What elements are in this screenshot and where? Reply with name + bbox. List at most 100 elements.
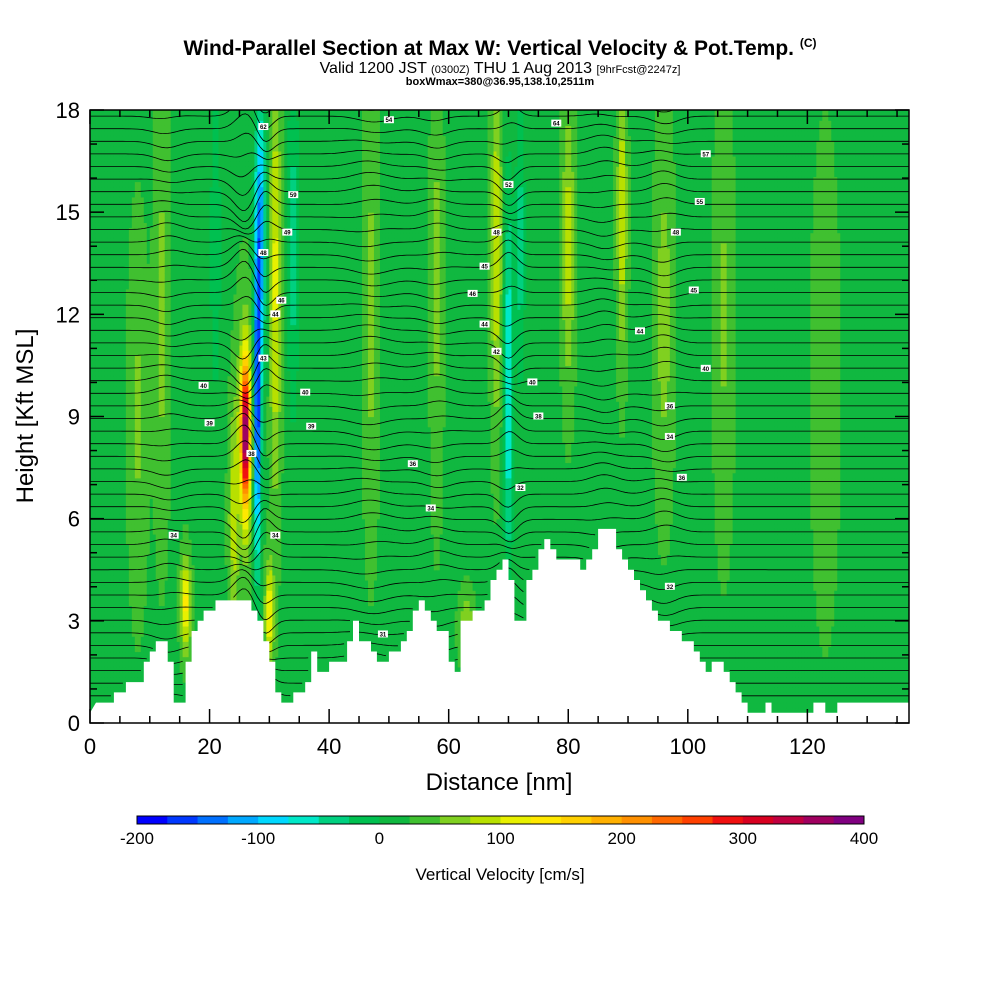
velocity-cell [128, 237, 133, 244]
velocity-cell [143, 125, 148, 132]
velocity-cell [164, 549, 169, 556]
velocity-cell [110, 462, 115, 469]
velocity-cell [134, 191, 139, 198]
velocity-cell [146, 462, 151, 469]
velocity-cell [173, 436, 178, 443]
velocity-cell [149, 518, 154, 525]
velocity-cell [92, 110, 97, 116]
velocity-cell [155, 232, 160, 239]
velocity-cell [143, 513, 148, 520]
velocity-cell [90, 421, 94, 428]
velocity-cell [122, 671, 127, 678]
velocity-cell [170, 477, 175, 484]
velocity-cell [90, 671, 94, 678]
velocity-cell [173, 380, 178, 387]
velocity-cell [128, 283, 133, 290]
velocity-cell [149, 120, 154, 126]
velocity-cell [134, 533, 139, 540]
velocity-cell [164, 585, 169, 591]
velocity-cell [167, 385, 172, 392]
velocity-cell [104, 319, 109, 326]
velocity-cell [92, 697, 97, 704]
velocity-cell [125, 539, 130, 545]
velocity-cell [113, 329, 118, 336]
velocity-cell [137, 508, 142, 515]
velocity-cell [107, 355, 112, 361]
velocity-cell [170, 299, 175, 305]
velocity-cell [158, 523, 163, 530]
velocity-cell [173, 273, 178, 280]
velocity-cell [167, 309, 172, 315]
velocity-cell [146, 130, 151, 137]
velocity-cell [155, 477, 160, 484]
velocity-cell [110, 380, 115, 387]
velocity-cell [158, 518, 163, 525]
velocity-cell [110, 590, 115, 596]
velocity-cell [98, 110, 103, 116]
velocity-cell [125, 396, 130, 402]
velocity-cell [101, 615, 106, 622]
velocity-cell [122, 263, 127, 269]
velocity-cell [164, 360, 169, 367]
velocity-cell [119, 314, 124, 321]
velocity-cell [137, 656, 142, 663]
velocity-cell [125, 518, 130, 525]
velocity-cell [173, 539, 178, 545]
velocity-cell [107, 595, 112, 601]
velocity-cell [95, 493, 100, 499]
velocity-cell [116, 426, 121, 433]
velocity-cell [116, 646, 121, 653]
velocity-cell [90, 350, 94, 356]
velocity-cell [137, 334, 142, 341]
velocity-cell [143, 625, 148, 632]
velocity-cell [95, 329, 100, 336]
velocity-cell [128, 406, 133, 412]
velocity-cell [140, 212, 145, 218]
velocity-cell [137, 477, 142, 484]
velocity-cell [152, 646, 157, 653]
velocity-cell [167, 396, 172, 402]
velocity-cell [146, 554, 151, 561]
velocity-cell [113, 283, 118, 290]
velocity-cell [167, 166, 172, 172]
velocity-cell [104, 590, 109, 596]
velocity-cell [104, 697, 109, 704]
velocity-cell [107, 646, 112, 653]
velocity-cell [104, 222, 109, 229]
velocity-cell [152, 283, 157, 290]
velocity-cell [110, 283, 115, 290]
velocity-cell [113, 227, 118, 234]
velocity-cell [158, 396, 163, 402]
velocity-cell [98, 503, 103, 510]
velocity-cell [104, 436, 109, 443]
velocity-cell [107, 201, 112, 208]
velocity-cell [122, 273, 127, 280]
velocity-cell [95, 539, 100, 545]
velocity-cell [95, 666, 100, 673]
velocity-cell [170, 452, 175, 458]
velocity-cell [98, 344, 103, 351]
velocity-cell [122, 574, 127, 581]
velocity-cell [149, 161, 154, 167]
velocity-cell [92, 334, 97, 341]
velocity-cell [119, 600, 124, 607]
velocity-cell [140, 263, 145, 269]
velocity-cell [125, 564, 130, 571]
velocity-cell [158, 350, 163, 356]
velocity-cell [125, 533, 130, 540]
velocity-cell [98, 426, 103, 433]
velocity-cell [113, 314, 118, 321]
velocity-cell [113, 130, 118, 137]
velocity-cell [104, 544, 109, 550]
velocity-cell [110, 166, 115, 172]
velocity-cell [113, 309, 118, 315]
velocity-cell [134, 559, 139, 566]
velocity-cell [125, 559, 130, 566]
velocity-cell [155, 237, 160, 244]
velocity-cell [90, 390, 94, 397]
velocity-cell [104, 120, 109, 126]
velocity-cell [92, 508, 97, 515]
velocity-cell [110, 646, 115, 653]
velocity-cell [104, 651, 109, 658]
velocity-cell [149, 227, 154, 234]
